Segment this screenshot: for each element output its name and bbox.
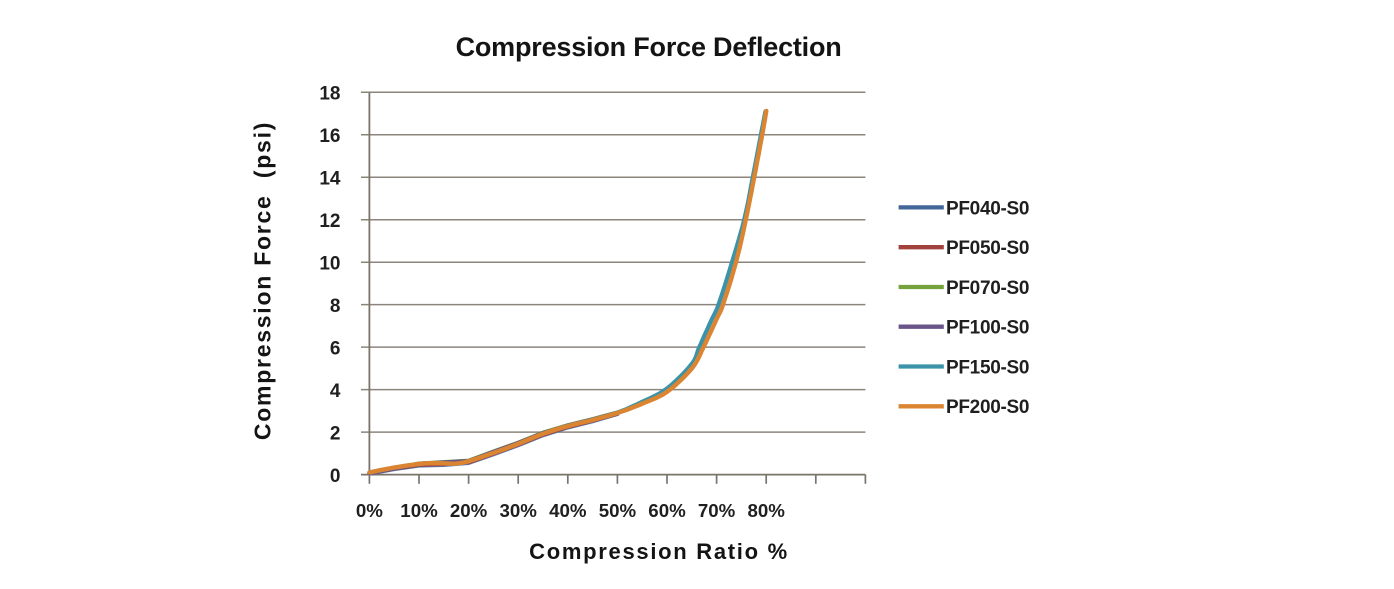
svg-text:Compression Force Deflection: Compression Force Deflection xyxy=(456,32,842,62)
svg-text:18: 18 xyxy=(319,84,340,105)
svg-text:60%: 60% xyxy=(648,500,686,521)
svg-text:PF100-S0: PF100-S0 xyxy=(946,318,1029,339)
svg-text:6: 6 xyxy=(330,338,341,359)
svg-text:2: 2 xyxy=(330,423,341,444)
svg-text:10%: 10% xyxy=(400,500,438,521)
svg-text:50%: 50% xyxy=(599,500,637,521)
svg-text:4: 4 xyxy=(330,381,341,402)
svg-text:0: 0 xyxy=(330,466,341,487)
svg-text:PF150-S0: PF150-S0 xyxy=(946,357,1029,378)
svg-text:8: 8 xyxy=(330,296,341,317)
svg-text:30%: 30% xyxy=(499,500,537,521)
svg-text:70%: 70% xyxy=(698,500,736,521)
svg-text:80%: 80% xyxy=(747,500,785,521)
svg-text:16: 16 xyxy=(319,126,340,147)
svg-text:Compression Ratio %: Compression Ratio % xyxy=(529,539,789,564)
svg-text:PF200-S0: PF200-S0 xyxy=(946,397,1029,418)
svg-text:14: 14 xyxy=(319,169,341,190)
svg-text:0%: 0% xyxy=(356,500,383,521)
svg-text:10: 10 xyxy=(319,253,340,274)
svg-text:PF070-S0: PF070-S0 xyxy=(946,278,1029,299)
svg-text:PF040-S0: PF040-S0 xyxy=(946,198,1029,219)
svg-text:20%: 20% xyxy=(450,500,488,521)
svg-text:PF050-S0: PF050-S0 xyxy=(946,238,1029,259)
svg-text:12: 12 xyxy=(319,211,340,232)
svg-text:40%: 40% xyxy=(549,500,587,521)
svg-text:Compression Force (psi): Compression Force (psi) xyxy=(250,121,276,440)
